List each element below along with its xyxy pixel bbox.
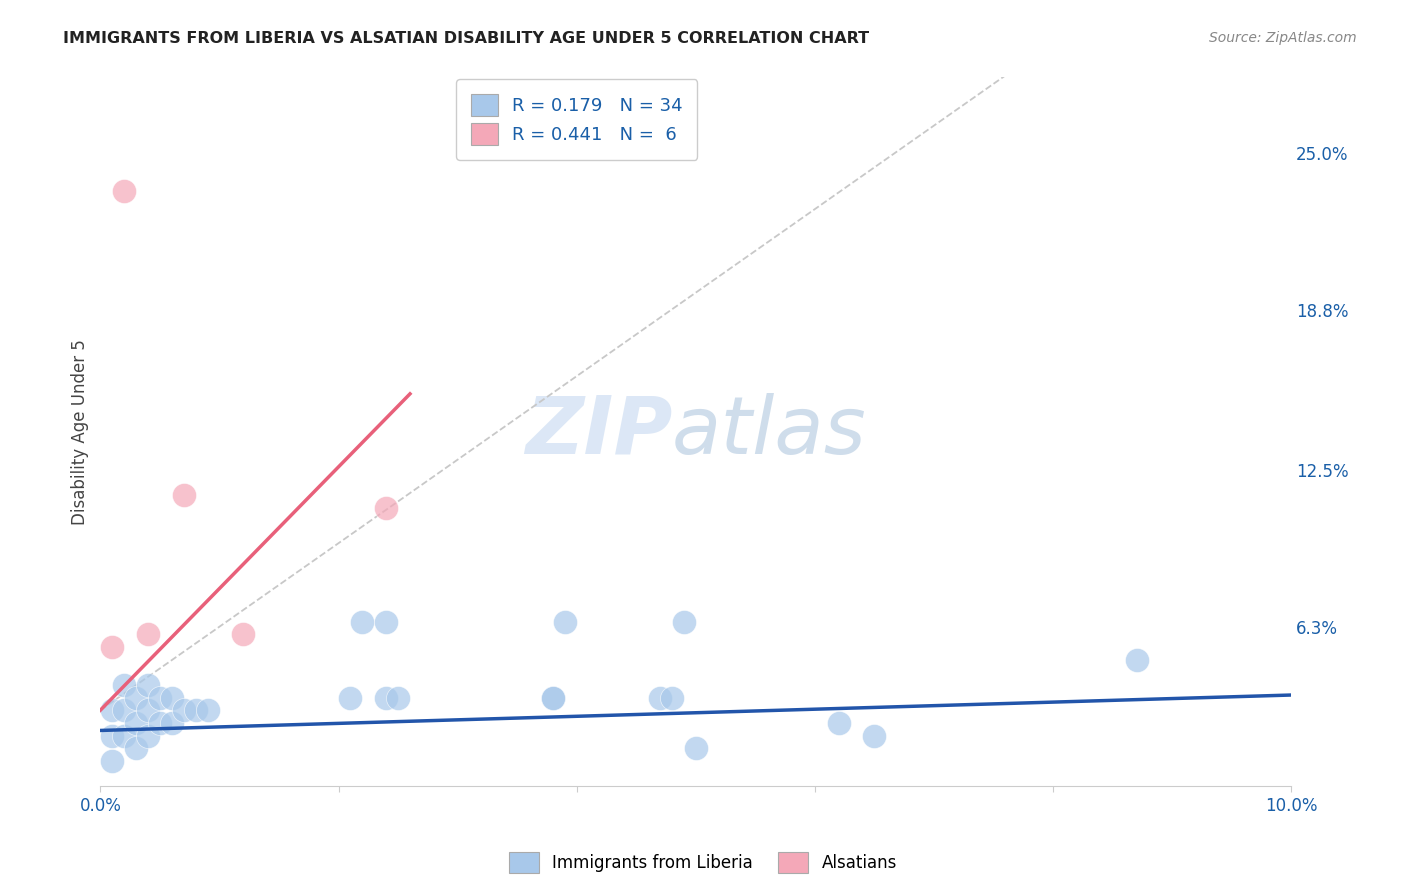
Point — [232, 627, 254, 641]
Point — [112, 678, 135, 692]
Point — [101, 640, 124, 654]
Text: atlas: atlas — [672, 392, 866, 471]
Point — [160, 690, 183, 705]
Point — [125, 715, 148, 730]
Text: IMMIGRANTS FROM LIBERIA VS ALSATIAN DISABILITY AGE UNDER 5 CORRELATION CHART: IMMIGRANTS FROM LIBERIA VS ALSATIAN DISA… — [63, 31, 869, 46]
Point — [352, 615, 374, 629]
Point — [541, 690, 564, 705]
Point — [173, 488, 195, 502]
Point — [554, 615, 576, 629]
Legend: R = 0.179   N = 34, R = 0.441   N =  6: R = 0.179 N = 34, R = 0.441 N = 6 — [456, 79, 697, 160]
Point — [136, 678, 159, 692]
Point — [184, 703, 207, 717]
Point — [197, 703, 219, 717]
Point — [387, 690, 409, 705]
Point — [863, 729, 886, 743]
Point — [672, 615, 695, 629]
Point — [112, 185, 135, 199]
Point — [160, 715, 183, 730]
Point — [661, 690, 683, 705]
Point — [685, 741, 707, 756]
Point — [101, 729, 124, 743]
Point — [125, 690, 148, 705]
Point — [136, 703, 159, 717]
Point — [339, 690, 361, 705]
Point — [101, 703, 124, 717]
Y-axis label: Disability Age Under 5: Disability Age Under 5 — [72, 339, 89, 524]
Point — [541, 690, 564, 705]
Legend: Immigrants from Liberia, Alsatians: Immigrants from Liberia, Alsatians — [502, 846, 904, 880]
Point — [136, 729, 159, 743]
Point — [173, 703, 195, 717]
Point — [648, 690, 671, 705]
Point — [136, 627, 159, 641]
Point — [149, 715, 172, 730]
Point — [375, 690, 398, 705]
Point — [101, 754, 124, 768]
Point — [149, 690, 172, 705]
Point — [1125, 652, 1147, 666]
Point — [375, 500, 398, 515]
Point — [828, 715, 851, 730]
Text: ZIP: ZIP — [524, 392, 672, 471]
Point — [125, 741, 148, 756]
Point — [112, 703, 135, 717]
Point — [375, 615, 398, 629]
Text: Source: ZipAtlas.com: Source: ZipAtlas.com — [1209, 31, 1357, 45]
Point — [112, 729, 135, 743]
